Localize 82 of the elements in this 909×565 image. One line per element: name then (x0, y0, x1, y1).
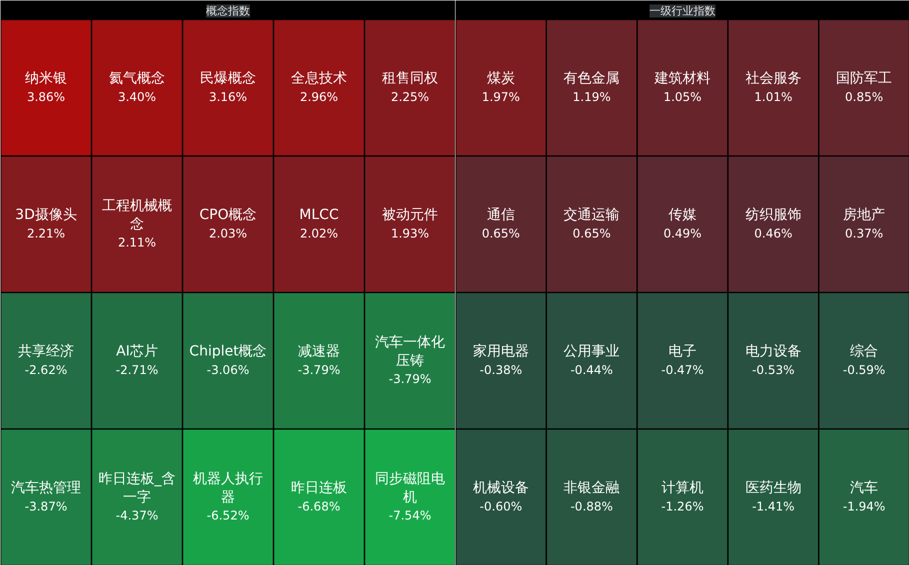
data-label: -0.88% (570, 499, 613, 514)
category-label: 租售同权 (382, 70, 438, 87)
data-label: -3.79% (388, 372, 432, 386)
data-label: 2.11% (118, 236, 156, 250)
category-label: 昨日连板 (291, 480, 347, 496)
data-label: 2.03% (208, 226, 248, 240)
category-label: 被动元件 (382, 207, 438, 224)
text: 概念指数 (206, 4, 250, 18)
data-label: -0.47% (661, 362, 704, 377)
category-label: 传媒 (668, 207, 696, 224)
data-label: -0.38% (480, 362, 522, 377)
category-label: 非银金融 (564, 480, 620, 496)
data-label: 0.85% (845, 90, 884, 104)
data-label: -6.68% (298, 499, 340, 514)
category-label: 建筑材料 (654, 70, 710, 87)
category-label: 电力设备 (745, 344, 802, 360)
data-label: 1.19% (572, 90, 611, 104)
category-label: 家用电器 (472, 344, 529, 360)
category-label: 昨日连板_含一字 (98, 470, 176, 506)
category-label: 机械设备 (472, 480, 529, 496)
data-label: -0.59% (842, 362, 886, 377)
data-label: -0.53% (752, 362, 795, 377)
category-label: 计算机 (662, 480, 704, 496)
data-label: 1.93% (390, 226, 430, 240)
data-label: -3.87% (24, 499, 68, 514)
category-label: 国防军工 (836, 70, 892, 87)
data-label: -7.54% (388, 508, 432, 523)
category-label: 房地产 (843, 207, 886, 224)
category-label: 机器人执行器 (193, 470, 263, 506)
category-label: 社会服务 (745, 70, 802, 87)
category-label: 电子 (668, 344, 696, 360)
data-label: -0.44% (570, 362, 613, 377)
category-label: 综合 (850, 344, 878, 360)
category-label: 交通运输 (564, 207, 620, 224)
data-label: -1.26% (661, 499, 704, 514)
category-label: 同步磁阻电机 (375, 470, 445, 506)
category-label: 减速器 (298, 344, 340, 360)
category-label: 公用事业 (564, 344, 620, 360)
data-label: -6.52% (206, 508, 250, 523)
data-label: 1.97% (482, 90, 520, 104)
category-label: 汽车 (850, 480, 878, 496)
data-label: 1.05% (663, 90, 702, 104)
category-label: 有色金属 (564, 70, 620, 87)
data-label: -0.60% (480, 499, 522, 514)
data-label: 2.21% (26, 226, 66, 240)
category-label: 3D摄像头 (15, 207, 77, 224)
category-label: 煤炭 (486, 70, 515, 87)
data-label: 1.01% (754, 90, 792, 104)
category-label: 汽车一体化压铸 (375, 334, 445, 369)
category-label: 通信 (486, 207, 515, 224)
data-label: 0.65% (482, 226, 520, 240)
data-label: 2.96% (300, 90, 338, 104)
data-label: 3.40% (118, 90, 156, 104)
data-label: -3.06% (206, 362, 250, 377)
category-label: 共享经济 (18, 344, 74, 360)
data-label: -1.41% (752, 499, 795, 514)
category-label: 全息技术 (291, 70, 347, 87)
data-label: -3.79% (298, 362, 340, 377)
category-label: 工程机械概念 (102, 198, 172, 232)
category-label: 纺织服饰 (745, 207, 802, 224)
data-label: 0.46% (754, 226, 792, 240)
data-label: 3.86% (26, 90, 66, 104)
text: 一级行业指数 (650, 4, 716, 18)
data-label: 2.02% (300, 226, 338, 240)
category-label: Chiplet概念 (189, 344, 267, 360)
data-label: 3.16% (208, 90, 248, 104)
data-label: 0.49% (663, 226, 702, 240)
data-label: -4.37% (116, 508, 158, 523)
data-label: -2.62% (24, 362, 68, 377)
data-label: 0.65% (572, 226, 611, 240)
data-label: 0.37% (845, 226, 884, 240)
data-label: 2.25% (390, 90, 430, 104)
category-label: 纳米银 (25, 70, 67, 87)
category-label: MLCC (299, 207, 339, 224)
category-label: AI芯片 (116, 344, 158, 360)
category-label: 医药生物 (745, 480, 802, 496)
category-label: 氦气概念 (109, 70, 165, 87)
category-label: 汽车热管理 (11, 480, 81, 496)
category-label: CPO概念 (199, 207, 257, 224)
data-label: -1.94% (842, 499, 886, 514)
data-label: -2.71% (116, 362, 158, 377)
category-label: 民爆概念 (200, 70, 256, 87)
